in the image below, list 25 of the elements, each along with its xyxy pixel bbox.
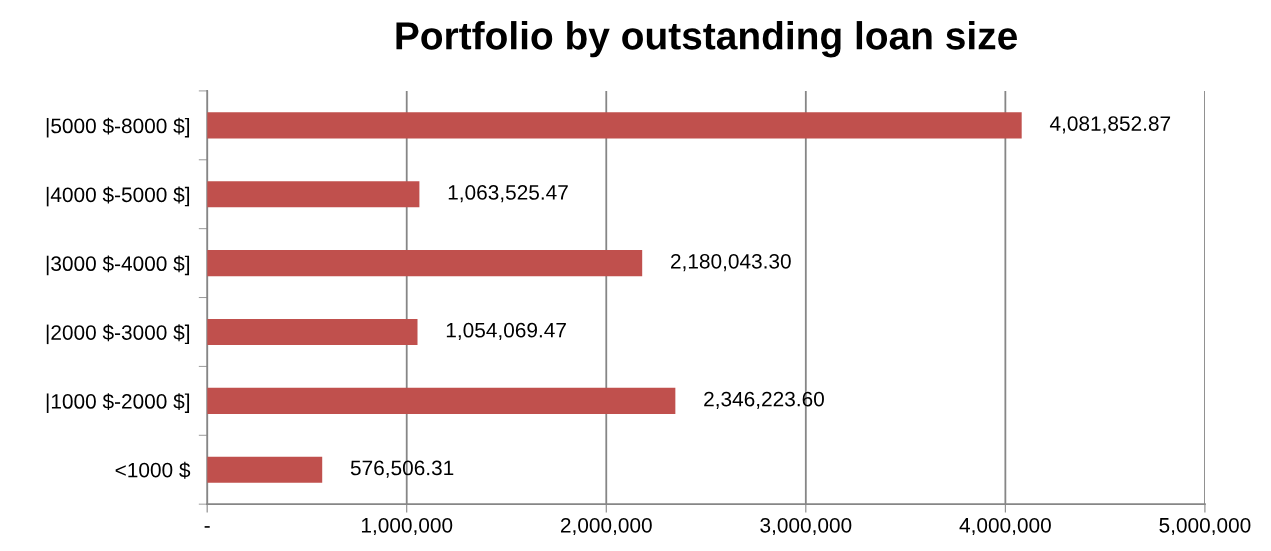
x-tick-label: 2,000,000 — [560, 517, 652, 536]
y-tick-label: |3000 $-4000 $] — [46, 255, 190, 276]
y-tick-label: <1000 $ — [115, 461, 191, 479]
x-tick-label: 3,000,000 — [760, 517, 852, 536]
data-label: 576,506.31 — [350, 460, 454, 478]
data-label: 2,346,223.60 — [704, 391, 824, 409]
x-tick-label: 1,000,000 — [361, 517, 453, 536]
data-label: 1,063,525.47 — [448, 185, 568, 203]
x-tick-label: 4,000,000 — [959, 517, 1051, 536]
chart-title: Portfolio by outstanding loan size — [396, 21, 1017, 58]
x-tick-label: 5,000,000 — [1159, 517, 1251, 536]
bar — [207, 387, 676, 414]
x-tick-label: - — [204, 526, 210, 528]
y-tick-label: |1000 $-2000 $] — [46, 393, 190, 413]
data-label: 2,180,043.30 — [671, 253, 791, 272]
bar — [207, 318, 418, 346]
data-label: 1,054,069.47 — [446, 322, 566, 341]
y-tick-label: |2000 $-3000 $] — [46, 324, 190, 345]
data-label: 4,081,852.87 — [1049, 116, 1171, 134]
y-tick-label: |5000 $-8000 $] — [46, 117, 190, 138]
bar — [207, 456, 323, 483]
y-tick-label: |4000 $-5000 $] — [46, 186, 190, 207]
bar — [207, 112, 1022, 139]
bar — [207, 181, 420, 208]
bar — [207, 250, 643, 277]
